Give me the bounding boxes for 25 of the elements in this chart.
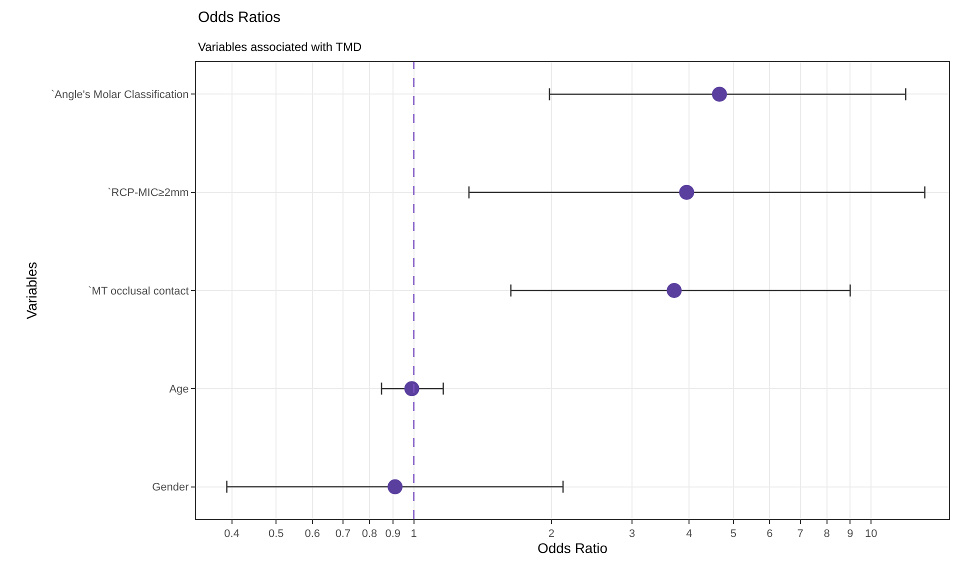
x-tick-label: 10 (865, 528, 878, 540)
y-tick-label: `MT occlusal contact (88, 285, 189, 298)
chart-subtitle: Variables associated with TMD (198, 40, 362, 54)
x-tick-label: 8 (824, 528, 830, 540)
x-tick-label: 3 (628, 528, 636, 540)
x-axis-title: Odds Ratio (537, 540, 608, 556)
y-tick-label: Age (169, 383, 189, 396)
x-tick-label: 0.6 (304, 528, 320, 540)
x-tick-label: 2 (548, 528, 555, 540)
x-tick-label: 0.7 (335, 528, 351, 540)
x-tick-label: 1 (410, 528, 417, 540)
x-tick-label: 4 (686, 528, 692, 540)
x-tick-label: 0.8 (362, 528, 378, 540)
y-tick-label: Gender (152, 482, 190, 494)
x-tick-label: 0.5 (268, 528, 284, 540)
x-tick-label: 9 (847, 528, 854, 540)
y-axis-title: Variables (24, 262, 40, 320)
x-tick-label: 0.4 (224, 528, 240, 540)
y-tick-label: `Angle's Molar Classification (50, 89, 189, 102)
x-tick-label: 7 (797, 528, 804, 540)
x-tick-label: 5 (730, 528, 737, 540)
x-tick-label: 6 (766, 528, 773, 540)
x-tick-label: 0.9 (385, 528, 401, 540)
y-tick-label: `RCP-MIC≥2mm (108, 187, 189, 200)
chart-title: Odds Ratios (198, 9, 281, 26)
